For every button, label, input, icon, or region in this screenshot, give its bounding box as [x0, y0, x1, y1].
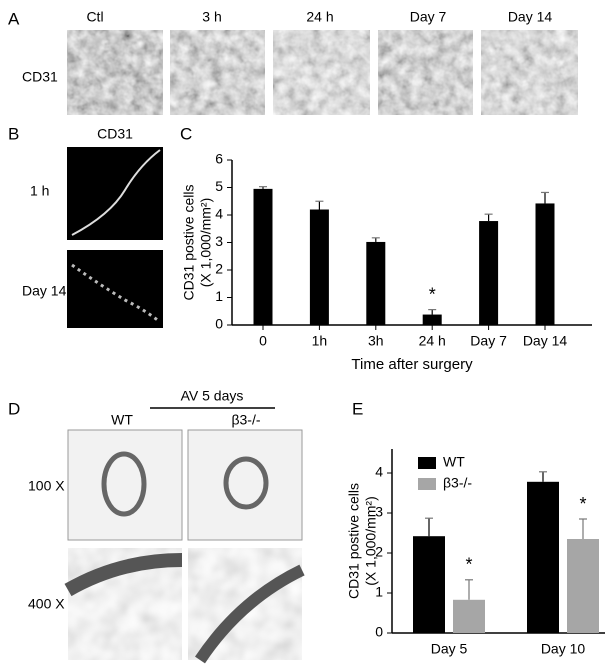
row-label: 1 h [30, 183, 49, 199]
y-tick-label: 4 [375, 464, 383, 480]
y-tick-label: 1 [215, 288, 223, 304]
y-axis-label: CD31 postive cells [181, 185, 197, 301]
x-tick-label: 1h [312, 333, 328, 349]
row-label: Day 14 [22, 283, 67, 299]
col-label: 3 h [202, 9, 221, 25]
panel-label: A [8, 9, 20, 28]
y-tick-label: 5 [215, 178, 223, 194]
micrographs [67, 30, 578, 115]
x-tick-label: Day 5 [431, 641, 468, 657]
legend-swatch [418, 457, 436, 469]
col-label: Day 14 [508, 9, 553, 25]
row-label: 400 X [28, 596, 65, 612]
bar [479, 221, 499, 325]
y-tick-label: 3 [215, 233, 223, 249]
x-tick-label: Day 7 [470, 333, 507, 349]
x-tick-label: Day 14 [523, 333, 568, 349]
micrographs [64, 429, 305, 664]
micrographs [67, 147, 163, 328]
panel-label: C [180, 124, 192, 143]
annotation: * [579, 494, 586, 514]
annotation: * [465, 555, 472, 575]
panel-label: E [352, 399, 363, 418]
x-axis-label: Time after surgery [351, 356, 473, 373]
row-label: CD31 [22, 69, 58, 85]
y-tick-label: 3 [375, 504, 383, 520]
y-tick-label: 4 [215, 206, 223, 222]
legend-label: WT [443, 454, 465, 470]
bar [413, 536, 445, 633]
col-label: Ctl [86, 9, 103, 25]
panel-label: D [8, 399, 20, 418]
y-tick-label: 2 [215, 261, 223, 277]
x-tick-label: 3h [368, 333, 384, 349]
row-label: 100 X [28, 478, 65, 494]
col-label: β3-/- [231, 412, 260, 428]
y-tick-label: 0 [375, 624, 383, 640]
annotation: * [429, 284, 436, 304]
bar [453, 599, 485, 633]
x-tick-label: 24 h [419, 333, 446, 349]
bar [366, 241, 386, 325]
panel-title: CD31 [97, 126, 133, 142]
y-axis-label: (X 1,000/mm²) [363, 496, 379, 585]
col-label: WT [111, 412, 133, 428]
col-label: 24 h [306, 9, 333, 25]
y-tick-label: 1 [375, 584, 383, 600]
legend-swatch [418, 478, 436, 490]
x-tick-label: 0 [259, 333, 267, 349]
bar [253, 188, 273, 325]
y-tick-label: 6 [215, 151, 223, 167]
legend-label: β3-/- [443, 475, 472, 491]
panel-label: B [8, 124, 19, 143]
bar [527, 481, 559, 633]
bar [309, 209, 329, 325]
bar [535, 203, 555, 325]
y-tick-label: 2 [375, 544, 383, 560]
bar [422, 314, 442, 325]
x-tick-label: Day 10 [541, 641, 586, 657]
y-axis-label: CD31 postive cells [346, 483, 362, 599]
y-tick-label: 0 [215, 316, 223, 332]
bar [567, 539, 599, 633]
group-label: AV 5 days [181, 388, 244, 404]
y-axis-label: (X 1,000/mm²) [198, 198, 214, 287]
col-label: Day 7 [410, 9, 447, 25]
